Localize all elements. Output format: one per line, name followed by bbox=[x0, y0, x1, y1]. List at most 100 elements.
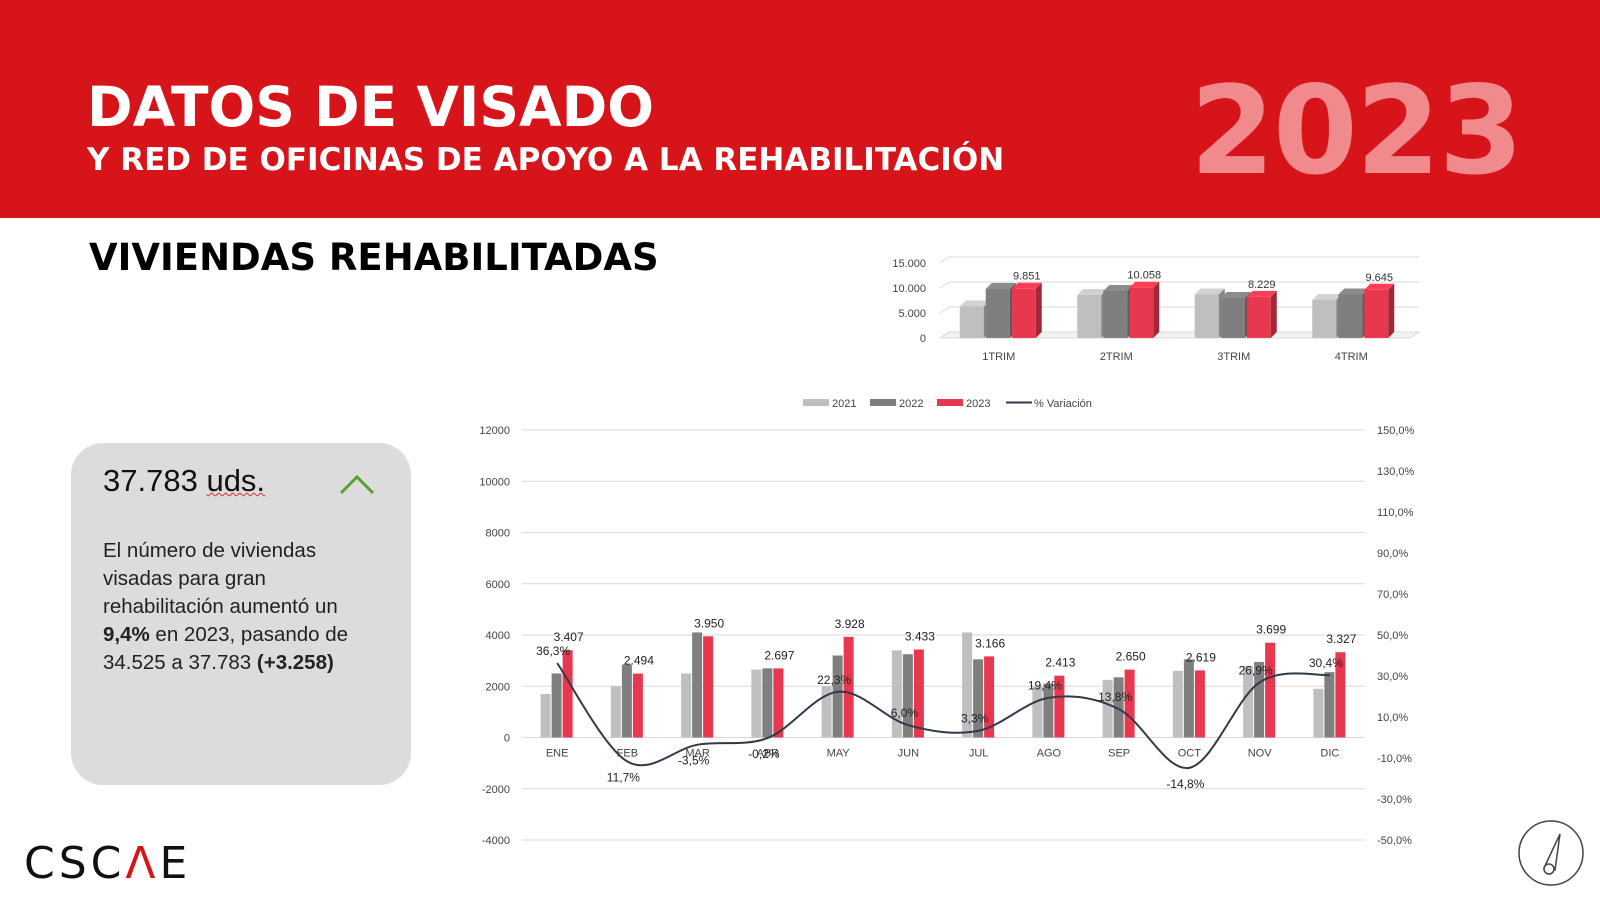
bar bbox=[773, 668, 784, 738]
x-tick-label: 3TRIM bbox=[1217, 351, 1250, 363]
bar-side bbox=[1270, 290, 1277, 338]
bar bbox=[621, 664, 632, 738]
bar-data-label: 3.166 bbox=[975, 636, 1005, 650]
summary-text-1: El número de viviendas visadas para gran… bbox=[103, 539, 338, 618]
bar bbox=[1254, 661, 1265, 738]
y-tick-label: 12000 bbox=[479, 425, 510, 437]
line-data-label: 3,3% bbox=[961, 712, 989, 726]
page-title: DATOS DE VISADO bbox=[87, 75, 654, 139]
x-tick-label: DIC bbox=[1320, 748, 1339, 760]
x-tick-label: JUN bbox=[898, 748, 919, 760]
bar bbox=[1129, 287, 1154, 338]
variation-line bbox=[556, 662, 1330, 769]
bar bbox=[632, 673, 643, 738]
data-label: 10.058 bbox=[1127, 270, 1161, 282]
gridline-diag bbox=[939, 306, 950, 314]
gridline-diag bbox=[939, 331, 950, 339]
y-tick-label: 0 bbox=[504, 733, 510, 745]
line-data-label: -14,8% bbox=[1166, 777, 1204, 791]
bar-top bbox=[1246, 290, 1277, 297]
bar bbox=[1172, 670, 1183, 738]
bar bbox=[1194, 670, 1205, 738]
x-tick-label: NOV bbox=[1248, 748, 1273, 760]
y-tick-label: 2000 bbox=[486, 681, 510, 693]
data-label: 9.851 bbox=[1013, 271, 1041, 283]
bar bbox=[1054, 675, 1065, 738]
bar bbox=[821, 686, 832, 738]
y2-tick-label: 110,0% bbox=[1377, 507, 1414, 519]
y2-tick-label: 150,0% bbox=[1377, 425, 1415, 437]
year-label: 2023 bbox=[1190, 60, 1524, 202]
data-label: 8.229 bbox=[1248, 279, 1276, 291]
bar bbox=[1243, 665, 1254, 738]
y-tick-label: 0 bbox=[920, 333, 926, 345]
bar-top bbox=[1338, 288, 1369, 295]
bar bbox=[1077, 295, 1102, 338]
line-data-label: 11,7% bbox=[607, 770, 640, 784]
bar-data-label: 2.650 bbox=[1116, 650, 1146, 664]
x-tick-label: 4TRIM bbox=[1335, 351, 1368, 363]
x-tick-label: OCT bbox=[1178, 748, 1202, 760]
y2-tick-label: -10,0% bbox=[1377, 753, 1412, 765]
y-tick-label: 10000 bbox=[479, 476, 510, 488]
bar bbox=[984, 656, 995, 738]
x-tick-label: 2TRIM bbox=[1100, 351, 1133, 363]
bar bbox=[1194, 294, 1219, 338]
bar bbox=[1246, 296, 1271, 338]
x-tick-label: SEP bbox=[1108, 748, 1130, 760]
bar-top bbox=[1077, 289, 1108, 295]
line-data-label: 22,3% bbox=[817, 673, 851, 687]
bar bbox=[1335, 652, 1346, 738]
line-data-label: 6,0% bbox=[891, 706, 919, 720]
bar-data-label: 3.950 bbox=[694, 616, 724, 630]
section-title: VIVIENDAS REHABILITADAS bbox=[89, 236, 659, 279]
gridline-diag bbox=[939, 256, 950, 264]
bar bbox=[610, 686, 621, 738]
legend-label: 2021 bbox=[832, 398, 856, 410]
y2-tick-label: 130,0% bbox=[1377, 466, 1415, 478]
y-tick-label: 4000 bbox=[486, 630, 510, 642]
bar bbox=[1011, 288, 1036, 338]
summary-text-2: en 2023, pasando de 34.525 a 37.783 bbox=[103, 623, 349, 674]
gridline-diag bbox=[939, 281, 950, 289]
bar bbox=[551, 673, 562, 738]
bar bbox=[1265, 642, 1276, 738]
line-data-label: 30,4% bbox=[1309, 656, 1343, 670]
y-tick-label: 8000 bbox=[486, 528, 510, 540]
bar bbox=[832, 655, 843, 738]
y2-tick-label: 90,0% bbox=[1377, 548, 1408, 560]
line-data-label: 36,3% bbox=[536, 644, 570, 658]
y-tick-label: -2000 bbox=[482, 784, 510, 796]
bar bbox=[959, 306, 984, 338]
bar bbox=[681, 673, 692, 738]
summary-card: 37.783 uds. El número de viviendas visad… bbox=[71, 443, 411, 785]
summary-text-bold-2: (+3.258) bbox=[256, 651, 334, 674]
bar bbox=[1113, 677, 1124, 738]
y2-tick-label: -50,0% bbox=[1377, 835, 1412, 847]
chevron-up-icon bbox=[339, 474, 375, 495]
summary-unit: uds. bbox=[206, 463, 266, 498]
bar-top bbox=[1129, 281, 1160, 288]
line-data-label: 13,8% bbox=[1098, 690, 1132, 704]
bar-data-label: 2.619 bbox=[1186, 650, 1216, 664]
bar bbox=[1102, 679, 1113, 738]
bar bbox=[913, 649, 924, 738]
bar bbox=[762, 668, 773, 738]
data-label: 9.645 bbox=[1365, 272, 1393, 284]
bar bbox=[1220, 298, 1245, 338]
bar bbox=[751, 669, 762, 738]
bar bbox=[891, 650, 902, 738]
legend-swatch bbox=[870, 399, 896, 406]
y2-tick-label: 10,0% bbox=[1377, 712, 1408, 724]
bar bbox=[985, 289, 1010, 338]
bar bbox=[962, 632, 973, 738]
bar bbox=[692, 632, 703, 738]
legend-swatch bbox=[937, 399, 963, 406]
bar bbox=[1324, 672, 1335, 738]
summary-number: 37.783 bbox=[103, 463, 198, 498]
y-tick-label: 15.000 bbox=[892, 258, 926, 270]
x-tick-label: ENE bbox=[546, 748, 569, 760]
line-data-label: -3,5% bbox=[678, 754, 710, 768]
summary-text-bold-1: 9,4% bbox=[103, 623, 150, 646]
bar-top bbox=[985, 283, 1016, 289]
